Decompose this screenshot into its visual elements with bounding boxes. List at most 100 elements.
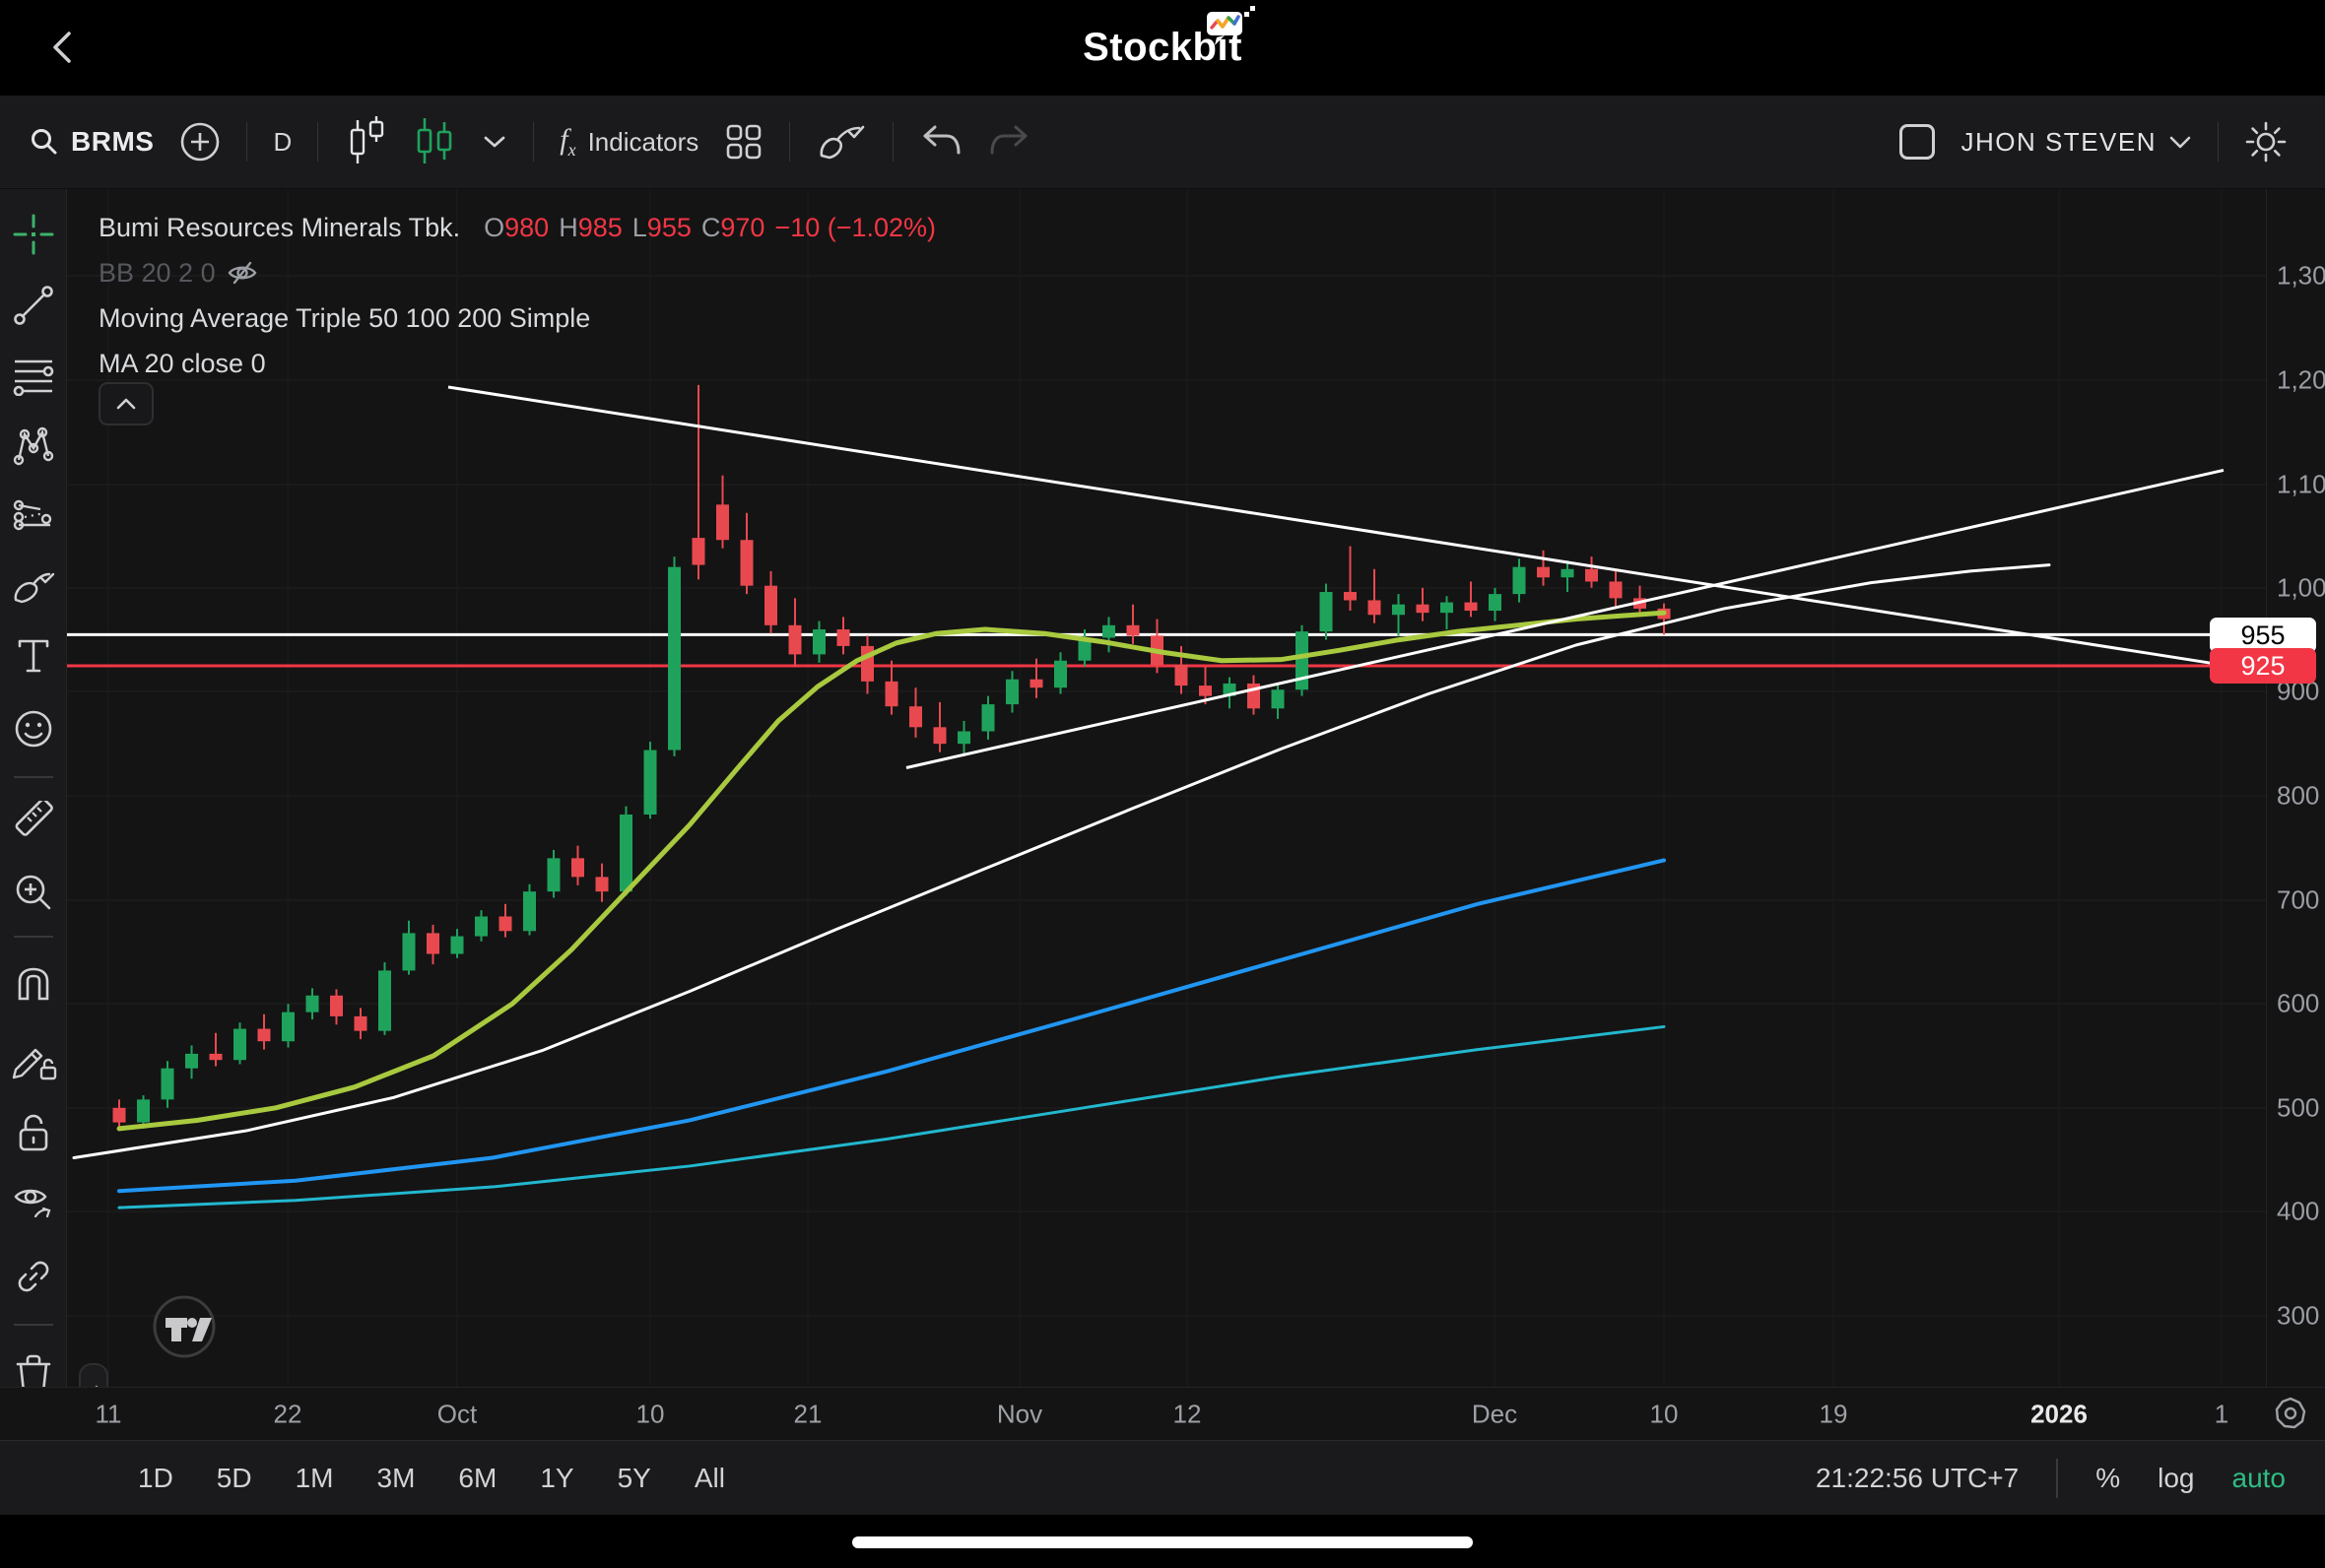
- emoji-tool[interactable]: [0, 701, 67, 756]
- price-tick-500: 500: [2277, 1092, 2320, 1123]
- xabcd-pattern-tool[interactable]: [0, 418, 67, 473]
- ma20-line[interactable]: [116, 610, 1667, 1132]
- price-tag-955[interactable]: 955: [2210, 618, 2316, 653]
- legend-ma-triple-row[interactable]: Moving Average Triple 50 100 200 Simple: [99, 295, 936, 341]
- time-tick-Oct: Oct: [436, 1399, 478, 1428]
- candle-body: [1078, 637, 1092, 661]
- candle-body: [1440, 602, 1453, 614]
- interval-label: D: [273, 126, 293, 157]
- drawn-curve[interactable]: [72, 563, 2051, 1159]
- range-button-6m[interactable]: 6M: [458, 1462, 498, 1493]
- home-indicator[interactable]: [852, 1536, 1473, 1548]
- candle-body: [1319, 592, 1333, 632]
- price-change: −10 (−1.02%): [774, 212, 937, 242]
- candle-body: [233, 1028, 246, 1061]
- indicators-button[interactable]: fx Indicators: [560, 123, 698, 161]
- candle-body: [1609, 581, 1623, 599]
- percent-scale-button[interactable]: %: [2095, 1462, 2121, 1493]
- crosshair-tool-active[interactable]: [0, 207, 67, 262]
- redo-button[interactable]: [988, 123, 1031, 161]
- range-button-5y[interactable]: 5Y: [617, 1462, 651, 1493]
- range-button-1m[interactable]: 1M: [295, 1462, 334, 1493]
- ma200-line[interactable]: [117, 1024, 1666, 1209]
- brush-tool[interactable]: [0, 559, 67, 615]
- range-button-3m[interactable]: 3M: [376, 1462, 416, 1493]
- chart-style-bars-button[interactable]: [344, 116, 387, 167]
- legend-collapse-button[interactable]: [99, 382, 154, 425]
- range-button-5d[interactable]: 5D: [216, 1462, 252, 1493]
- projection-tool[interactable]: [0, 489, 67, 544]
- chart-style-candles-button[interactable]: [413, 116, 456, 167]
- eye-off-icon[interactable]: [226, 258, 259, 288]
- lock-all-tool[interactable]: [0, 1105, 67, 1160]
- candle-body: [1512, 566, 1526, 595]
- ma100-line[interactable]: [117, 858, 1666, 1194]
- legend-bb-row[interactable]: BB 20 2 0: [99, 250, 936, 295]
- ohlc-low: L955: [631, 212, 692, 242]
- link-tool-icon: [18, 1261, 49, 1292]
- layout-select-button[interactable]: [1899, 124, 1936, 160]
- magnet-tool[interactable]: [0, 959, 67, 1014]
- toolbar-divider: [2218, 122, 2219, 162]
- time-axis[interactable]: 11 22 Oct 10 21 Nov 12 Dec 10 19 2026 1: [0, 1387, 2325, 1440]
- price-tick-300: 300: [2277, 1300, 2320, 1331]
- candle-body: [1585, 568, 1598, 582]
- undo-button[interactable]: [919, 123, 963, 161]
- log-scale-button[interactable]: log: [2158, 1462, 2195, 1493]
- chart-toolbar: BRMS D: [0, 96, 2325, 189]
- back-button[interactable]: [43, 26, 83, 69]
- magnet-tool-icon: [18, 967, 49, 1001]
- candle-body: [740, 540, 754, 586]
- hide-drawings-tool[interactable]: [0, 1176, 67, 1231]
- link-tool[interactable]: [0, 1249, 67, 1304]
- ruler-tool[interactable]: [0, 796, 67, 851]
- price-tag-925[interactable]: 925: [2210, 648, 2316, 684]
- drawing-lock-tool[interactable]: [0, 1032, 67, 1087]
- symbol-search-button[interactable]: BRMS: [30, 126, 154, 158]
- sidebar-divider: [14, 1324, 53, 1326]
- candle-body: [643, 750, 657, 816]
- zoom-in-tool[interactable]: [0, 865, 67, 920]
- toolbar-divider: [246, 122, 248, 162]
- axis-settings-gear-icon[interactable]: [2272, 1395, 2309, 1432]
- auto-scale-button[interactable]: auto: [2231, 1462, 2287, 1493]
- price-tick-800: 800: [2277, 780, 2320, 811]
- price-tick-700: 700: [2277, 884, 2320, 915]
- candle-body: [668, 566, 681, 751]
- drawings-toggle-button[interactable]: [816, 120, 867, 163]
- toolbar-divider: [317, 122, 319, 162]
- grid-icon: [727, 124, 762, 160]
- range-button-all[interactable]: All: [694, 1462, 725, 1493]
- range-button-1d[interactable]: 1D: [138, 1462, 173, 1493]
- candlestick-chart[interactable]: [67, 189, 2266, 1387]
- candle-body: [137, 1099, 150, 1123]
- descending-trendline[interactable]: [447, 385, 2223, 667]
- candle-body: [1344, 592, 1357, 601]
- time-tick-12: 12: [1172, 1399, 1202, 1428]
- chart-style-dropdown[interactable]: [482, 134, 507, 150]
- price-tick-1200: 1,200: [2277, 364, 2325, 395]
- ascending-trendline[interactable]: [905, 469, 2225, 769]
- tradingview-logo[interactable]: [152, 1294, 217, 1359]
- toolbar-divider: [789, 122, 791, 162]
- price-axis[interactable]: 1,3001,2001,1001,00090080070060050040030…: [2210, 189, 2325, 1387]
- text-tool[interactable]: [0, 628, 67, 684]
- drawing-lock-tool-icon: [12, 1048, 57, 1080]
- candle-body: [209, 1053, 223, 1061]
- toolbar-divider: [893, 122, 895, 162]
- chart-pane[interactable]: Bumi Resources Minerals Tbk. O980 H985 L…: [67, 189, 2266, 1424]
- range-button-1y[interactable]: 1Y: [540, 1462, 574, 1493]
- search-icon: [32, 129, 57, 155]
- trend-line-tool[interactable]: [0, 278, 67, 333]
- compare-add-button[interactable]: [179, 121, 221, 163]
- legend-ma20-row[interactable]: MA 20 close 0: [99, 341, 936, 386]
- horizontal-lines-tool[interactable]: [0, 349, 67, 404]
- candle-body: [1537, 566, 1550, 578]
- templates-button[interactable]: [724, 122, 764, 162]
- legend-symbol-row[interactable]: Bumi Resources Minerals Tbk. O980 H985 L…: [99, 205, 936, 250]
- interval-button[interactable]: D: [273, 127, 292, 158]
- theme-toggle-button[interactable]: [2244, 120, 2288, 163]
- price-tick-600: 600: [2277, 988, 2320, 1018]
- candle-body: [305, 995, 319, 1013]
- layout-name-button[interactable]: JHON STEVEN: [1960, 127, 2192, 158]
